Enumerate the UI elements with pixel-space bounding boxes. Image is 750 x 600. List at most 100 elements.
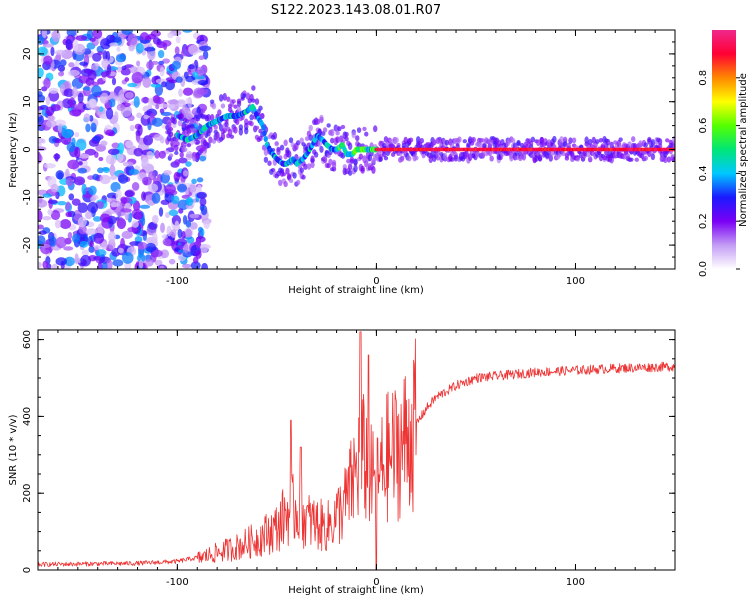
heatmap-halo-cell: [351, 131, 356, 139]
heatmap-halo-cell: [211, 102, 217, 110]
snr-xtick-label: 0: [373, 577, 379, 588]
heatmap-noise-cell: [84, 148, 96, 156]
heatmap-noise-cell: [61, 128, 73, 139]
heatmap-halo-cell: [177, 119, 183, 127]
heatmap-halo-cell: [319, 146, 324, 153]
snr-ytick-label: 600: [22, 330, 33, 349]
heatmap-noise-cell: [116, 151, 124, 163]
heatmap-noise-cell: [98, 156, 104, 162]
heatmap-noise-cell: [48, 87, 59, 94]
heatmap-noise-cell: [65, 168, 70, 178]
heatmap-noise-cell: [185, 97, 192, 104]
heatmap-halo-cell: [288, 178, 294, 184]
heatmap-halo-cell: [224, 121, 229, 128]
heatmap-halo-cell: [347, 170, 353, 176]
heatmap-halo-cell: [347, 142, 353, 150]
heatmap-noise-cell: [42, 260, 49, 269]
heatmap-halo-cell: [528, 140, 534, 147]
heatmap-noise-cell: [74, 131, 80, 138]
heatmap-noise-cell: [84, 211, 93, 220]
heatmap-noise-cell: [81, 249, 90, 256]
heatmap-noise-cell: [72, 86, 78, 98]
heatmap-halo-cell: [457, 136, 462, 143]
heatmap-noise-cell: [160, 222, 165, 234]
heatmap-halo-cell: [650, 139, 656, 147]
heatmap-halo-cell: [510, 137, 516, 144]
heatmap-halo-cell: [340, 124, 346, 130]
heatmap-noise-cell: [50, 46, 55, 57]
heatmap-noise-cell: [58, 71, 65, 77]
heatmap-halo-cell: [245, 92, 251, 100]
heatmap-halo-cell: [209, 99, 215, 105]
heatmap-noise-cell: [106, 197, 117, 203]
heatmap-halo-cell: [288, 137, 294, 144]
heatmap-halo-cell: [222, 92, 227, 101]
snr-xtick-label: 100: [566, 577, 585, 588]
heatmap-noise-cell: [71, 233, 81, 244]
heatmap-noise-cell: [183, 71, 189, 79]
heatmap-halo-cell: [364, 131, 369, 137]
heatmap-noise-cell: [56, 201, 67, 206]
heatmap-halo-cell: [435, 155, 441, 161]
heatmap-noise-cell: [88, 185, 97, 196]
heatmap-halo-cell: [605, 138, 611, 146]
heatmap-noise-cell: [121, 30, 133, 36]
heatmap-cells: [38, 30, 675, 269]
heatmap-halo-cell: [595, 139, 600, 144]
spectrogram-xtick-label: 0: [373, 276, 379, 287]
heatmap-noise-cell: [42, 43, 54, 48]
heatmap-noise-cell: [78, 75, 90, 84]
heatmap-noise-cell: [163, 42, 168, 51]
heatmap-halo-cell: [263, 156, 269, 163]
heatmap-noise-cell: [139, 204, 151, 209]
heatmap-noise-cell: [192, 256, 199, 264]
heatmap-ridge-cell: [263, 135, 268, 142]
heatmap-halo-cell: [249, 121, 254, 127]
heatmap-noise-cell: [38, 146, 47, 152]
heatmap-halo-cell: [337, 126, 342, 132]
heatmap-halo-cell: [254, 98, 260, 105]
colorbar-tick-label: 0.4: [698, 165, 709, 181]
heatmap-halo-cell: [276, 148, 281, 156]
heatmap-halo-cell: [310, 155, 315, 164]
heatmap-noise-cell: [77, 202, 89, 214]
heatmap-noise-cell: [124, 190, 134, 198]
heatmap-noise-cell: [55, 257, 67, 266]
heatmap-halo-cell: [552, 135, 557, 143]
heatmap-noise-cell: [67, 232, 73, 240]
heatmap-noise-cell: [92, 52, 102, 62]
heatmap-noise-cell: [137, 253, 146, 263]
heatmap-noise-cell: [121, 251, 134, 264]
heatmap-halo-cell: [444, 139, 450, 146]
heatmap-halo-cell: [283, 139, 288, 147]
spectrogram-xtick-label: 100: [566, 276, 585, 287]
heatmap-noise-cell: [97, 223, 104, 236]
heatmap-halo-cell: [201, 108, 206, 114]
heatmap-noise-cell: [54, 49, 67, 56]
heatmap-halo-cell: [634, 157, 639, 162]
heatmap-noise-cell: [161, 81, 167, 88]
heatmap-noise-cell: [51, 263, 59, 269]
heatmap-halo-cell: [208, 136, 213, 144]
heatmap-noise-cell: [67, 159, 80, 170]
heatmap-noise-cell: [203, 219, 211, 229]
heatmap-noise-cell: [47, 199, 58, 204]
heatmap-noise-cell: [161, 234, 168, 239]
heatmap-halo-cell: [453, 154, 459, 162]
heatmap-noise-cell: [49, 236, 57, 247]
heatmap-noise-cell: [109, 164, 116, 177]
heatmap-noise-cell: [38, 114, 44, 125]
heatmap-noise-cell: [150, 83, 161, 88]
heatmap-noise-cell: [143, 114, 150, 120]
heatmap-noise-cell: [59, 59, 67, 67]
heatmap-noise-cell: [114, 95, 121, 101]
heatmap-noise-cell: [189, 213, 200, 219]
heatmap-halo-cell: [514, 150, 519, 157]
heatmap-noise-cell: [68, 62, 75, 68]
heatmap-halo-cell: [432, 139, 437, 145]
heatmap-noise-cell: [38, 137, 44, 144]
heatmap-noise-cell: [124, 77, 130, 82]
heatmap-halo-cell: [625, 153, 631, 159]
heatmap-halo-cell: [587, 156, 593, 162]
heatmap-noise-cell: [174, 159, 181, 166]
